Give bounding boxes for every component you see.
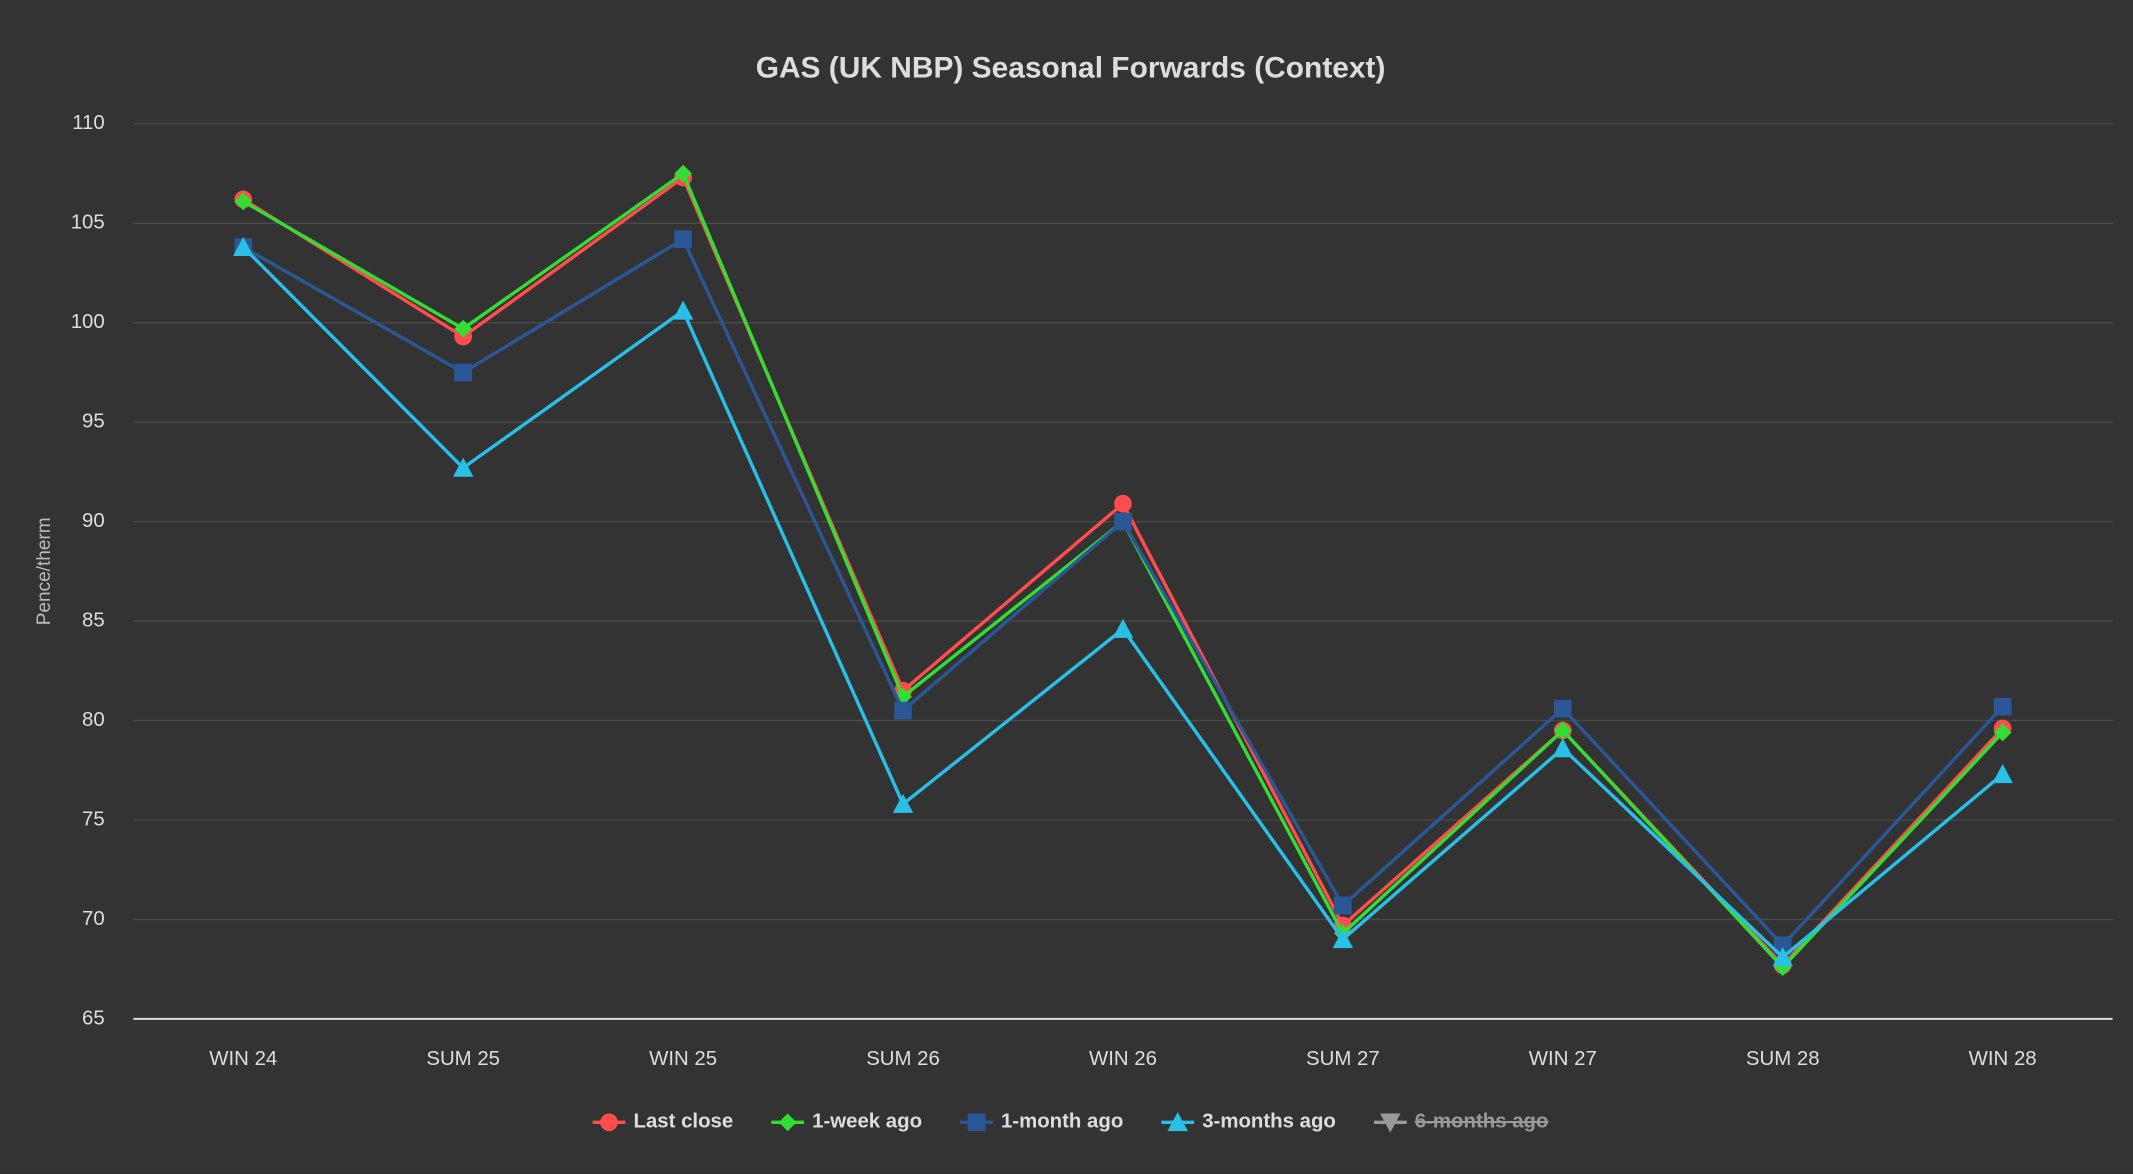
marker <box>454 319 473 338</box>
marker <box>1773 936 1792 955</box>
y-tick-label: 105 <box>71 212 105 234</box>
marker <box>1993 723 2012 742</box>
legend: Last close 1-week ago 1-month ago 3-months … <box>592 1111 1549 1133</box>
x-tick-label: SUM 28 <box>1746 1048 1820 1070</box>
marker <box>1553 721 1572 740</box>
x-tick-label: WIN 27 <box>1529 1048 1597 1070</box>
x-tick-label: WIN 25 <box>649 1048 717 1070</box>
marker <box>1992 764 2013 784</box>
marker <box>1553 699 1572 718</box>
marker <box>892 793 914 813</box>
legend-label: 6-months ago <box>1415 1111 1549 1133</box>
marker <box>674 164 692 183</box>
legend-label: 1-week ago <box>812 1111 922 1133</box>
marker <box>1772 947 1793 967</box>
marker <box>234 192 253 211</box>
y-tick-label: 65 <box>82 1007 105 1029</box>
marker <box>233 236 254 256</box>
x-tick-label: SUM 27 <box>1306 1048 1380 1070</box>
marker <box>452 457 474 477</box>
marker <box>1112 618 1134 638</box>
marker <box>674 230 692 249</box>
marker <box>1552 738 1573 758</box>
marker <box>1332 929 1354 949</box>
marker <box>967 1113 986 1132</box>
x-tick-label: SUM 26 <box>866 1048 940 1070</box>
legend-label: Last close <box>633 1111 733 1133</box>
x-tick-label: WIN 28 <box>1969 1048 2037 1070</box>
marker <box>1993 697 2012 716</box>
y-tick-label: 110 <box>72 112 105 134</box>
marker <box>1380 1113 1401 1133</box>
chart-title: GAS (UK NBP) Seasonal Forwards (Context) <box>756 51 1386 84</box>
legend-label: 3-months ago <box>1202 1111 1336 1133</box>
x-tick-label: SUM 25 <box>426 1048 500 1070</box>
marker <box>672 300 694 320</box>
y-tick-label: 100 <box>71 311 105 333</box>
marker <box>454 363 473 382</box>
marker <box>600 1113 618 1132</box>
y-tick-label: 95 <box>82 411 105 433</box>
y-tick-label: 70 <box>82 908 105 930</box>
y-tick-label: 75 <box>82 808 105 830</box>
x-tick-label: WIN 24 <box>209 1048 277 1070</box>
x-tick-label: WIN 26 <box>1089 1048 1157 1070</box>
y-axis-label: Pence/therm <box>34 517 55 625</box>
y-tick-label: 85 <box>82 609 105 631</box>
y-tick-label: 80 <box>82 709 105 731</box>
marker <box>1114 512 1132 531</box>
marker <box>894 701 912 720</box>
legend-label: 1-month ago <box>1001 1111 1123 1133</box>
y-tick-label: 90 <box>82 510 105 532</box>
marker <box>1167 1112 1188 1132</box>
marker <box>1334 896 1352 915</box>
marker <box>1114 494 1132 513</box>
